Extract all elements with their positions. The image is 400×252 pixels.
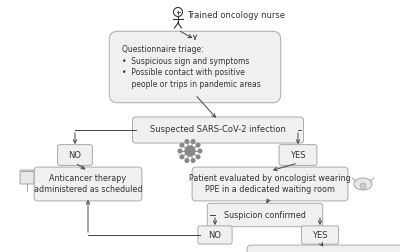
Circle shape xyxy=(196,155,200,159)
Circle shape xyxy=(180,155,184,159)
Ellipse shape xyxy=(354,178,372,190)
FancyBboxPatch shape xyxy=(109,31,281,103)
FancyBboxPatch shape xyxy=(34,167,142,201)
Circle shape xyxy=(196,143,200,147)
FancyBboxPatch shape xyxy=(302,226,338,244)
FancyBboxPatch shape xyxy=(279,145,317,165)
Text: YES: YES xyxy=(290,150,306,160)
Text: YES: YES xyxy=(312,231,328,239)
Circle shape xyxy=(185,146,195,156)
Text: Trained oncology nurse: Trained oncology nurse xyxy=(187,12,285,20)
Circle shape xyxy=(185,140,189,143)
FancyBboxPatch shape xyxy=(198,226,232,244)
FancyBboxPatch shape xyxy=(207,203,323,227)
Circle shape xyxy=(185,159,189,162)
FancyBboxPatch shape xyxy=(132,117,304,143)
Text: Patient evaluated by oncologist wearing
PPE in a dedicated waiting room: Patient evaluated by oncologist wearing … xyxy=(189,174,351,194)
Circle shape xyxy=(180,143,184,147)
Circle shape xyxy=(191,159,195,162)
FancyBboxPatch shape xyxy=(20,170,34,184)
FancyBboxPatch shape xyxy=(58,145,92,165)
Text: Suspected SARS-CoV-2 infection: Suspected SARS-CoV-2 infection xyxy=(150,125,286,135)
Text: Suspicion confirmed: Suspicion confirmed xyxy=(224,210,306,219)
Circle shape xyxy=(191,140,195,143)
Circle shape xyxy=(178,149,182,153)
Text: Anticancer therapy
administered as scheduled: Anticancer therapy administered as sched… xyxy=(34,174,142,194)
Text: Patient invited to refer to dedicated
unit or general practitioner: Patient invited to refer to dedicated un… xyxy=(253,251,397,252)
Text: NO: NO xyxy=(68,150,82,160)
Text: NO: NO xyxy=(208,231,222,239)
Circle shape xyxy=(360,183,366,189)
Text: Questionnaire triage:
•  Suspicious sign and symptoms
•  Possible contact with p: Questionnaire triage: • Suspicious sign … xyxy=(122,45,260,89)
FancyBboxPatch shape xyxy=(247,245,400,252)
FancyBboxPatch shape xyxy=(192,167,348,201)
Circle shape xyxy=(198,149,202,153)
